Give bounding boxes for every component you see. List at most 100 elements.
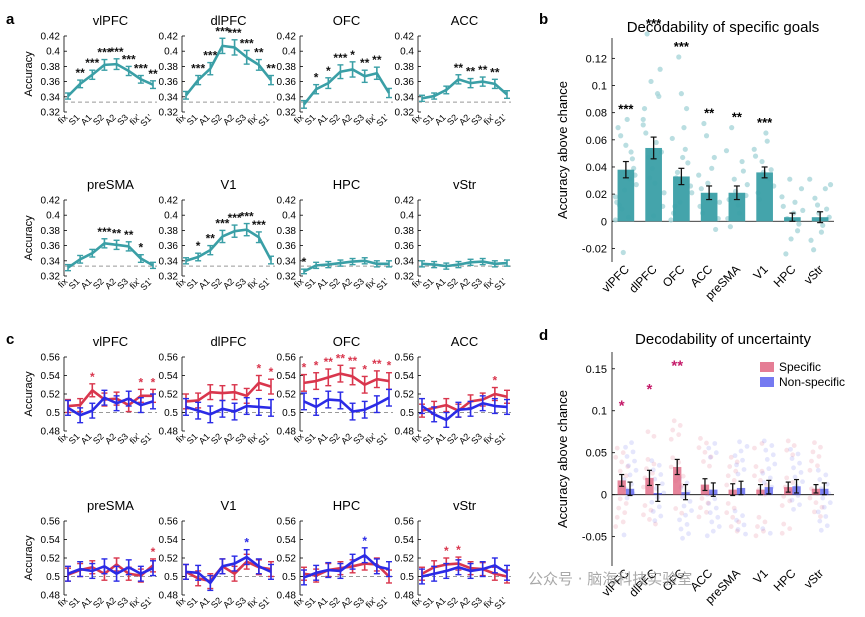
data-dot-nonspecific xyxy=(772,461,778,467)
y-tick-label: 0.42 xyxy=(395,196,415,207)
data-dot xyxy=(740,168,746,174)
data-dot xyxy=(641,105,648,112)
series-line xyxy=(67,62,154,97)
data-dot-specific xyxy=(651,461,657,467)
series-line xyxy=(67,242,154,269)
significance-star: *** xyxy=(122,52,136,66)
y-tick-label: 0 xyxy=(601,490,607,502)
significance-star: ** xyxy=(704,106,715,121)
data-dot-nonspecific xyxy=(817,477,823,482)
y-tick-label: 0.54 xyxy=(277,535,297,546)
y-tick-label: 0.38 xyxy=(41,62,61,73)
x-tick-label: S1' xyxy=(256,431,272,447)
data-dot-specific xyxy=(807,467,813,473)
y-tick-label: 0.54 xyxy=(159,535,179,546)
data-dot-specific xyxy=(784,475,790,481)
data-dot xyxy=(794,228,801,234)
significance-star: *** xyxy=(646,16,662,31)
bar-OFC xyxy=(673,176,690,222)
subplot-title: vlPFC xyxy=(93,13,128,28)
panel-b-bar-chart: Decodability of specific goals -0.02 0 0.02… xyxy=(555,16,834,303)
data-dot-nonspecific xyxy=(659,481,665,487)
data-dot-specific xyxy=(781,521,787,527)
data-dot-nonspecific xyxy=(656,504,662,510)
y-tick-label: 0.15 xyxy=(586,364,607,376)
data-dot-specific xyxy=(787,498,793,504)
specific-line xyxy=(303,372,390,387)
data-dot-nonspecific xyxy=(716,524,722,529)
watermark: 公众号 · 脑海科技实验室 xyxy=(528,570,693,588)
data-dot xyxy=(787,176,793,182)
significance-star: * xyxy=(362,362,367,376)
data-dot-nonspecific xyxy=(623,444,628,450)
subplot-title: HPC xyxy=(333,498,360,513)
data-dot-specific xyxy=(622,510,628,516)
significance-star: * xyxy=(269,365,274,379)
data-dot xyxy=(618,133,624,139)
data-dot-specific xyxy=(759,468,765,474)
significance-star: * xyxy=(350,48,355,62)
data-dot-nonspecific xyxy=(706,445,712,451)
data-dot-nonspecific xyxy=(743,531,748,537)
data-dot-nonspecific xyxy=(732,453,738,459)
y-tick-label: 0.56 xyxy=(41,517,61,528)
data-dot xyxy=(680,154,686,161)
data-dot-specific xyxy=(651,433,657,439)
y-tick-label: 0.1 xyxy=(592,81,607,93)
data-dot-specific xyxy=(785,438,791,444)
y-tick-label: 0.32 xyxy=(41,108,61,119)
significance-star: *** xyxy=(674,39,690,54)
y-tick-label: 0.48 xyxy=(159,591,179,602)
significance-star: * xyxy=(387,359,392,373)
y-tick-label: 0.54 xyxy=(41,371,61,382)
data-dot-specific xyxy=(810,449,816,455)
data-dot-nonspecific xyxy=(710,528,716,534)
data-dot-specific xyxy=(816,454,822,459)
data-dot-nonspecific xyxy=(684,522,690,527)
subplot-vStr: vStr0.480.50.520.540.56fixS1A1S2A2S3fix'… xyxy=(395,498,511,611)
subplot-vStr: vStr0.320.340.360.380.40.42fixS1A1S2A2S3… xyxy=(395,177,511,292)
data-dot-specific xyxy=(648,507,654,513)
legend-label: Non-specific xyxy=(779,375,845,389)
significance-star: ** xyxy=(336,351,346,365)
data-dot-specific xyxy=(617,496,623,502)
data-dot xyxy=(796,221,802,227)
y-tick-label: 0.56 xyxy=(395,517,415,528)
data-dot-specific xyxy=(812,509,817,515)
data-dot-nonspecific xyxy=(713,450,719,456)
data-dot-specific xyxy=(668,436,674,442)
data-dot-nonspecific xyxy=(795,451,801,457)
y-tick-label: 0.42 xyxy=(41,32,61,43)
x-tick-label: S1' xyxy=(492,112,508,128)
x-tick-label: S1' xyxy=(374,112,390,128)
subplot-ACC: ACC0.320.340.360.380.40.42fixS1A1S2A2S3f… xyxy=(395,13,511,128)
data-dot xyxy=(661,190,667,196)
y-tick-label: 0.56 xyxy=(41,353,61,364)
y-tick-label: 0.54 xyxy=(41,535,61,546)
nonspecific-line xyxy=(303,553,390,579)
significance-star: * xyxy=(326,64,331,78)
data-dot-specific xyxy=(779,530,785,536)
significance-star: * xyxy=(314,71,319,85)
x-tick-label: S1' xyxy=(374,276,390,292)
data-dot xyxy=(763,130,769,136)
subplot-title: ACC xyxy=(451,334,478,349)
y-tick-label: 0.04 xyxy=(586,162,607,174)
data-dot-nonspecific xyxy=(767,530,773,536)
subplot-V1: V10.320.340.360.380.40.42fixS1A1S2A2S3fi… xyxy=(159,177,275,292)
significance-star: ** xyxy=(112,226,122,240)
data-dot xyxy=(713,226,719,233)
y-tick-label: 0.5 xyxy=(282,408,296,419)
data-dot-specific xyxy=(704,440,709,446)
data-dot xyxy=(716,199,723,205)
panel-letter-d: d xyxy=(539,327,548,344)
y-tick-label: 0.05 xyxy=(586,448,607,460)
data-dot xyxy=(709,165,715,171)
data-dot-specific xyxy=(677,423,683,428)
nonspecific-line xyxy=(185,404,272,416)
significance-star: *** xyxy=(757,115,773,130)
significance-star: ** xyxy=(348,354,358,368)
data-dot xyxy=(648,78,654,85)
y-tick-label: 0.38 xyxy=(395,62,415,73)
data-dot-specific xyxy=(641,484,646,490)
